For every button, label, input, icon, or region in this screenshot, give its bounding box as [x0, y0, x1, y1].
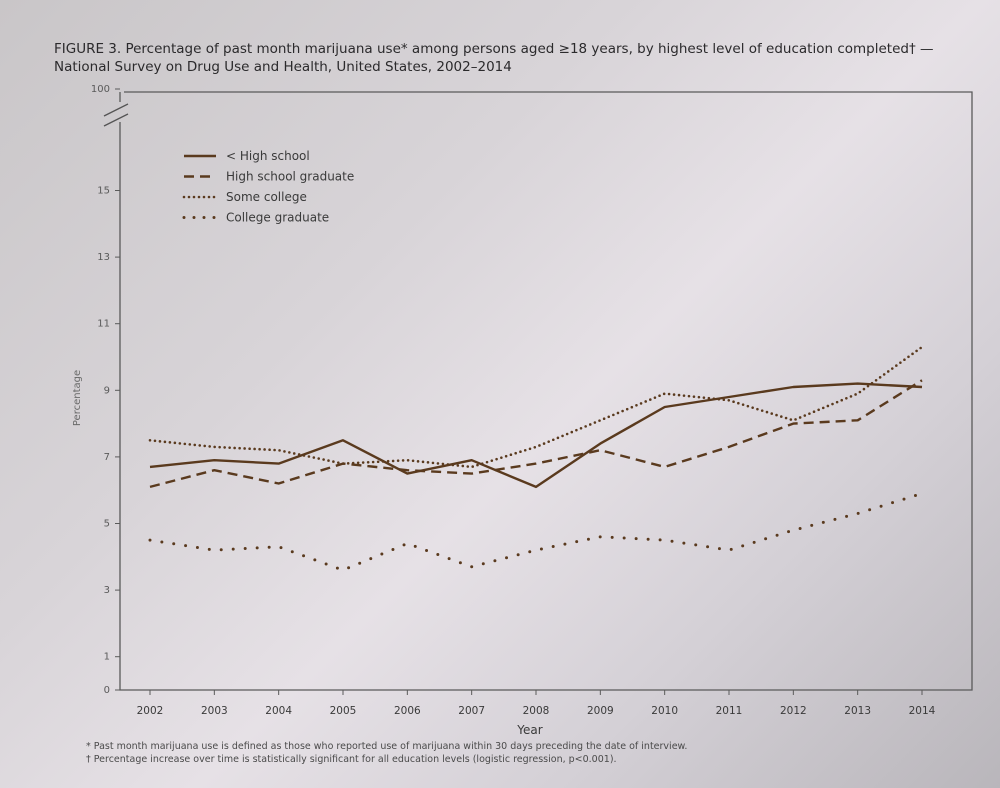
series-line-2 — [149, 379, 923, 489]
x-tick-label: 2005 — [330, 705, 357, 717]
figure-title: FIGURE 3. Percentage of past month marij… — [54, 41, 934, 75]
legend-label-1: < High school — [226, 149, 310, 163]
y-tick-label: 0 — [104, 685, 110, 696]
x-tick-label: 2007 — [458, 705, 485, 717]
y-tick-label: 7 — [104, 452, 110, 463]
y-tick-label: 1 — [104, 652, 110, 663]
footnote-2: † Percentage increase over time is stati… — [86, 754, 617, 765]
plot-border — [119, 91, 973, 691]
y-tick-label: 3 — [104, 585, 110, 596]
plot-frame — [103, 91, 973, 691]
x-tick-label: 2009 — [587, 705, 614, 717]
x-tick-label: 2013 — [844, 705, 871, 717]
x-tick-label: 2003 — [201, 705, 228, 717]
legend: < High school High school graduate Some co… — [182, 149, 354, 225]
axis-break-mark — [103, 103, 129, 117]
series-line-3 — [148, 345, 924, 469]
legend-label-2: High school graduate — [226, 170, 354, 184]
x-axis: 2002 2003 2004 2005 2006 2007 2008 2009 2010 2011… — [137, 690, 936, 717]
legend-label-3: Some college — [226, 190, 307, 204]
y-tick-label: 5 — [104, 519, 110, 530]
series-lines — [148, 345, 924, 572]
y-tick-label: 15 — [97, 186, 110, 197]
x-tick-label: 2004 — [265, 705, 292, 717]
x-tick-label: 2012 — [780, 705, 807, 717]
axis-break-mark — [103, 113, 129, 127]
y-tick-label: 13 — [97, 252, 110, 263]
x-axis-label: Year — [516, 723, 542, 737]
footnotes: * Past month marijuana use is defined as… — [86, 740, 886, 766]
legend-label-4: College graduate — [226, 211, 329, 225]
x-tick-label: 2002 — [137, 705, 164, 717]
x-tick-label: 2006 — [394, 705, 421, 717]
x-tick-label: 2014 — [909, 705, 936, 717]
x-tick-label: 2011 — [716, 705, 743, 717]
x-tick-label: 2010 — [651, 705, 678, 717]
y-axis-label: Percentage — [72, 370, 83, 426]
series-line-1 — [149, 382, 923, 489]
y-tick-label: 9 — [104, 385, 110, 396]
x-tick-label: 2008 — [523, 705, 550, 717]
y-tick-label: 11 — [97, 319, 110, 330]
y-tick-label: 100 — [91, 84, 110, 95]
footnote-1: * Past month marijuana use is defined as… — [86, 741, 688, 752]
series-line-4 — [148, 492, 924, 572]
